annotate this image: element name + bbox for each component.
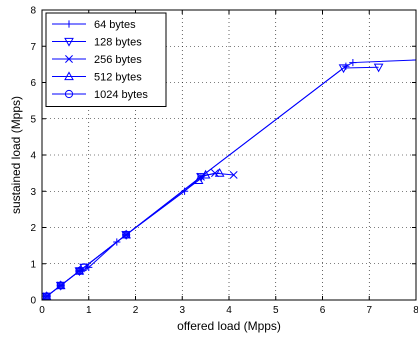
legend-marker bbox=[64, 71, 74, 81]
axis-ticks: 0 1 2 3 4 5 6 7 8 0 1 2 3 4 5 6 7 8 bbox=[30, 6, 418, 317]
legend-marker bbox=[64, 37, 74, 47]
x-tick-label: 7 bbox=[366, 305, 372, 316]
data-point bbox=[193, 175, 204, 184]
legend-marker bbox=[65, 20, 73, 28]
x-tick-label: 8 bbox=[413, 305, 418, 316]
y-tick-label: 6 bbox=[30, 78, 36, 89]
legend-label: 512 bytes bbox=[94, 72, 142, 84]
y-tick-label: 8 bbox=[30, 6, 36, 17]
y-tick-label: 4 bbox=[30, 151, 36, 162]
legend-entry: 256 bytes bbox=[52, 54, 142, 66]
legend: 64 bytes 128 bytes 256 bytes 512 bytes 1024 … bbox=[45, 12, 167, 107]
legend-entry: 128 bytes bbox=[52, 37, 142, 49]
y-axis-label: sustained load (Mpps) bbox=[9, 96, 23, 214]
series-line bbox=[46, 172, 220, 297]
series-512-bytes bbox=[42, 167, 225, 300]
legend-entry: 512 bytes bbox=[52, 71, 142, 84]
x-tick-label: 4 bbox=[226, 305, 232, 316]
x-tick-label: 2 bbox=[133, 305, 139, 316]
legend-box bbox=[45, 12, 167, 107]
series-line bbox=[46, 234, 127, 297]
legend-label: 256 bytes bbox=[94, 54, 142, 66]
data-point bbox=[211, 169, 219, 178]
data-point bbox=[349, 58, 357, 67]
data-point bbox=[338, 64, 349, 74]
y-tick-label: 5 bbox=[30, 114, 36, 125]
x-tick-label: 5 bbox=[273, 305, 279, 316]
data-point bbox=[122, 230, 131, 239]
data-point bbox=[373, 63, 384, 73]
series-1024-bytes bbox=[42, 230, 131, 300]
y-tick-label: 3 bbox=[30, 187, 36, 198]
legend-marker bbox=[65, 55, 73, 63]
legend-entry: 1024 bytes bbox=[52, 89, 148, 101]
data-point bbox=[229, 170, 238, 179]
legend-marker bbox=[64, 89, 74, 99]
data-point bbox=[79, 263, 89, 272]
x-axis-label: offered load (Mpps) bbox=[177, 319, 281, 333]
y-tick-label: 0 bbox=[30, 296, 36, 307]
legend-label: 1024 bytes bbox=[94, 89, 148, 101]
legend-label: 64 bytes bbox=[94, 19, 136, 31]
x-tick-label: 6 bbox=[320, 305, 326, 316]
data-point bbox=[412, 56, 416, 64]
y-tick-label: 1 bbox=[30, 259, 36, 270]
data-point bbox=[200, 169, 211, 179]
legend-entry: 64 bytes bbox=[52, 19, 136, 31]
data-point bbox=[56, 281, 65, 290]
x-tick-label: 1 bbox=[86, 305, 92, 316]
x-tick-label: 0 bbox=[39, 305, 45, 316]
y-tick-label: 7 bbox=[30, 42, 36, 53]
series-256-bytes bbox=[42, 169, 238, 300]
series-line bbox=[46, 172, 234, 297]
legend-label: 128 bytes bbox=[94, 37, 142, 49]
x-tick-label: 3 bbox=[179, 305, 185, 316]
data-point bbox=[214, 167, 225, 177]
y-tick-label: 2 bbox=[30, 223, 36, 234]
